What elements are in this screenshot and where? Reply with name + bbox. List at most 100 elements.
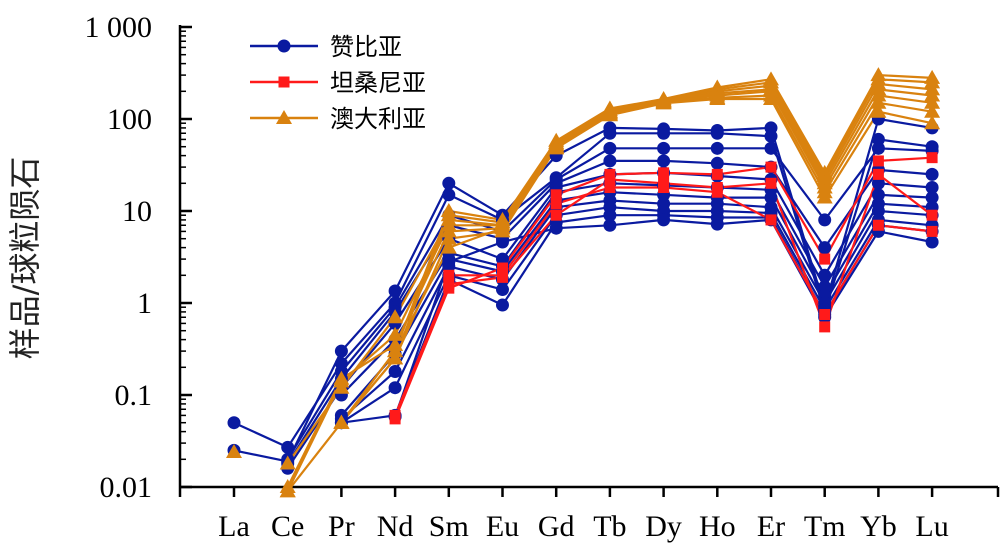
data-point — [388, 284, 402, 298]
data-point — [604, 173, 616, 185]
data-point — [818, 213, 832, 227]
data-point — [549, 221, 563, 235]
data-point — [440, 230, 457, 245]
y-tick-label: 10 — [122, 195, 152, 228]
data-point — [925, 181, 939, 195]
data-point — [764, 141, 778, 155]
data-point — [603, 208, 617, 222]
data-point — [926, 209, 938, 221]
series-line — [340, 97, 933, 424]
data-point — [443, 278, 455, 290]
series-line — [340, 199, 933, 420]
data-point — [765, 214, 777, 226]
data-point — [604, 182, 616, 194]
data-point — [276, 110, 292, 124]
series-line — [340, 182, 933, 396]
data-point — [765, 177, 777, 189]
data-point — [496, 235, 509, 249]
data-point — [443, 269, 455, 281]
data-point — [871, 132, 885, 146]
data-point — [763, 90, 779, 105]
data-point — [496, 283, 509, 297]
data-point — [870, 94, 887, 109]
x-tick-label: Dy — [645, 510, 682, 543]
data-point — [603, 126, 617, 140]
data-point — [387, 309, 404, 324]
data-point — [710, 156, 724, 170]
x-tick-label: Eu — [486, 510, 519, 543]
data-point — [924, 87, 941, 102]
legend-label: 赞比亚 — [330, 33, 402, 61]
legend-item: 坦桑尼亚 — [250, 69, 426, 97]
data-point — [442, 188, 456, 202]
data-point — [872, 168, 884, 180]
x-tick-label: Yb — [860, 510, 897, 543]
data-point — [655, 95, 672, 110]
data-point — [925, 167, 939, 181]
x-tick-label: Tb — [593, 510, 626, 543]
x-tick-label: Pr — [328, 510, 355, 543]
data-point — [387, 326, 404, 341]
data-point — [227, 416, 241, 430]
data-point — [442, 176, 456, 190]
series-group-markers — [389, 152, 938, 425]
data-point — [281, 440, 295, 454]
data-point — [819, 321, 831, 333]
data-point — [603, 218, 617, 232]
data-point — [709, 90, 726, 105]
legend-label: 澳大利亚 — [330, 105, 426, 133]
data-point — [550, 189, 562, 201]
data-point — [277, 39, 291, 53]
data-point — [870, 87, 887, 102]
data-point — [658, 182, 670, 194]
data-point — [603, 141, 617, 155]
data-point — [496, 298, 509, 312]
x-tick-label: La — [218, 510, 250, 543]
data-point — [334, 344, 348, 358]
series-line — [233, 132, 933, 449]
data-point — [710, 141, 724, 155]
data-point — [818, 241, 832, 255]
data-point — [764, 191, 778, 205]
data-point — [657, 154, 671, 168]
data-point — [816, 189, 833, 204]
data-point — [925, 235, 939, 249]
x-tick-label: Ho — [699, 510, 736, 543]
data-point — [872, 155, 884, 167]
data-point — [926, 152, 938, 164]
series-line — [340, 206, 933, 424]
data-point — [658, 167, 670, 179]
data-point — [548, 140, 565, 155]
data-point — [278, 76, 290, 88]
x-tick-label: Er — [757, 510, 785, 543]
legend-label: 坦桑尼亚 — [330, 69, 426, 97]
data-point — [550, 198, 562, 210]
series-group-markers — [226, 67, 941, 498]
data-point — [710, 217, 724, 231]
x-tick-label: Lu — [915, 510, 948, 543]
y-tick-label: 0.01 — [100, 471, 153, 504]
data-point — [388, 365, 402, 379]
data-point — [442, 255, 456, 269]
data-point — [387, 350, 404, 365]
data-point — [497, 269, 508, 281]
data-point — [870, 103, 887, 118]
data-point — [764, 129, 778, 143]
data-point — [657, 126, 671, 140]
data-point — [440, 223, 457, 238]
data-point — [818, 280, 832, 294]
data-point — [819, 308, 831, 320]
series-line — [340, 191, 933, 417]
data-point — [871, 141, 885, 155]
series-line — [448, 186, 933, 316]
y-tick-label: 1 — [137, 287, 152, 320]
data-point — [924, 103, 941, 118]
axes: 1 000 100 10 1 0.1 0.01 La Ce Pr Nd Sm Eu Gd Tb Dy Ho Er… — [85, 11, 1000, 543]
data-point — [871, 176, 885, 190]
data-point — [926, 225, 938, 237]
data-point — [388, 381, 402, 395]
data-point — [333, 414, 350, 429]
data-point — [497, 262, 508, 274]
